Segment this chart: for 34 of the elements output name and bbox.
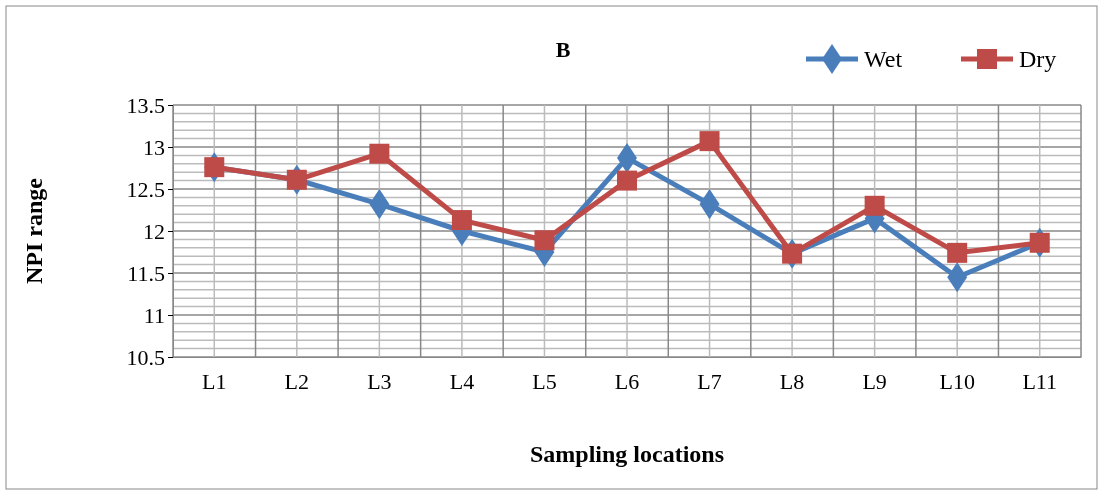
x-tick-label: L4 [449, 368, 475, 394]
point [204, 157, 225, 178]
x-tick-label: L11 [1022, 368, 1058, 394]
chart-title: B [555, 37, 571, 62]
x-tick-label: L2 [284, 368, 310, 394]
point [617, 170, 637, 191]
x-tick-label: L5 [532, 368, 557, 394]
x-tick-label: L6 [614, 368, 640, 394]
y-axis-title: NPI range [21, 177, 47, 284]
x-tick-label: L9 [862, 368, 887, 394]
point [286, 169, 307, 190]
x-tick-label: L3 [367, 368, 392, 394]
point [782, 243, 803, 264]
x-tick-label: L7 [697, 368, 722, 394]
y-tick-label: 12.5 [126, 176, 165, 202]
x-tick-label: L10 [939, 368, 975, 394]
point [1029, 232, 1050, 253]
point [947, 242, 968, 263]
point [534, 230, 555, 251]
legend-label: Dry [1019, 46, 1057, 72]
point [451, 210, 472, 231]
legend-label: Wet [864, 46, 903, 72]
x-axis-title: Sampling locations [529, 441, 725, 467]
y-tick-label: 11.5 [127, 260, 165, 286]
y-tick-label: 10.5 [126, 344, 165, 370]
y-tick-label: 13.5 [126, 92, 165, 118]
y-tick-label: 12 [143, 218, 165, 244]
point [369, 143, 390, 164]
x-tick-label: L1 [202, 368, 227, 394]
y-tick-label: 13 [143, 134, 165, 160]
y-tick-label: 11 [143, 302, 165, 328]
point [699, 131, 720, 152]
point [864, 195, 885, 216]
x-tick-label: L8 [779, 368, 805, 394]
